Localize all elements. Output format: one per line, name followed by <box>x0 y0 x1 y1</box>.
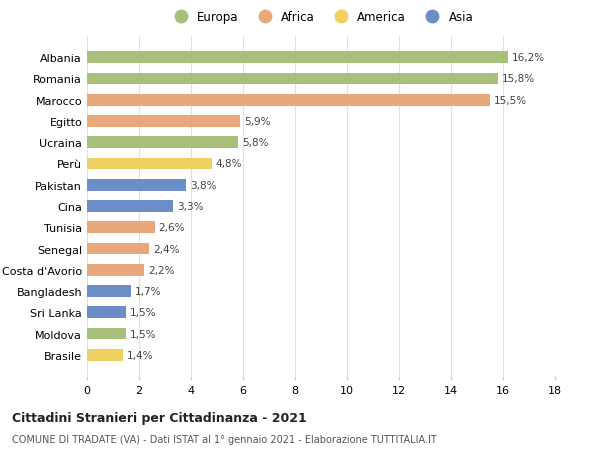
Text: 1,4%: 1,4% <box>127 350 154 360</box>
Text: 15,5%: 15,5% <box>494 95 527 106</box>
Bar <box>87 349 124 361</box>
Text: 3,3%: 3,3% <box>176 202 203 212</box>
Text: 1,7%: 1,7% <box>135 286 161 297</box>
Text: Cittadini Stranieri per Cittadinanza - 2021: Cittadini Stranieri per Cittadinanza - 2… <box>12 411 307 424</box>
Text: COMUNE DI TRADATE (VA) - Dati ISTAT al 1° gennaio 2021 - Elaborazione TUTTITALIA: COMUNE DI TRADATE (VA) - Dati ISTAT al 1… <box>12 434 437 444</box>
Bar <box>87 73 498 85</box>
Text: 2,4%: 2,4% <box>154 244 180 254</box>
Text: 15,8%: 15,8% <box>502 74 535 84</box>
Text: 5,9%: 5,9% <box>244 117 271 127</box>
Bar <box>87 52 508 64</box>
Bar <box>87 95 490 106</box>
Text: 1,5%: 1,5% <box>130 308 157 318</box>
Bar <box>87 307 126 319</box>
Bar <box>87 328 126 340</box>
Text: 2,2%: 2,2% <box>148 265 175 275</box>
Text: 16,2%: 16,2% <box>512 53 545 63</box>
Text: 1,5%: 1,5% <box>130 329 157 339</box>
Text: 2,6%: 2,6% <box>158 223 185 233</box>
Bar <box>87 201 173 213</box>
Legend: Europa, Africa, America, Asia: Europa, Africa, America, Asia <box>169 11 473 24</box>
Bar <box>87 285 131 297</box>
Bar <box>87 137 238 149</box>
Text: 4,8%: 4,8% <box>216 159 242 169</box>
Bar <box>87 179 186 191</box>
Bar <box>87 158 212 170</box>
Text: 3,8%: 3,8% <box>190 180 216 190</box>
Bar <box>87 222 155 234</box>
Bar <box>87 264 144 276</box>
Text: 5,8%: 5,8% <box>242 138 268 148</box>
Bar <box>87 243 149 255</box>
Bar <box>87 116 241 128</box>
